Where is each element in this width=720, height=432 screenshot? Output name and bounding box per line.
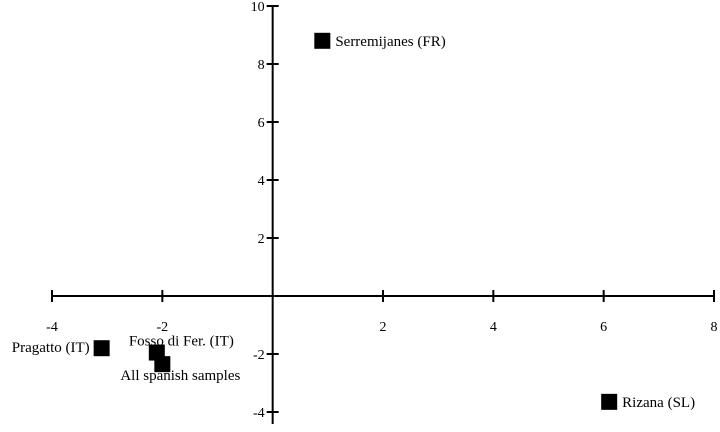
x-tick-label: 6	[600, 320, 607, 335]
data-point-label: Serremijanes (FR)	[335, 34, 445, 50]
y-tick-label: -2	[253, 348, 265, 363]
x-tick-label: -2	[156, 320, 168, 335]
y-tick-label: 10	[251, 0, 265, 15]
y-tick-label: 4	[258, 174, 265, 189]
x-tick-label: 2	[380, 320, 387, 335]
data-point-marker	[314, 32, 331, 49]
x-tick-label: 8	[711, 320, 718, 335]
ticks: -4 -2 2 4 6 8 -4 -2 2 4 6 8 10	[46, 0, 717, 421]
data-point-label: Rizana (SL)	[622, 395, 695, 411]
data-point-marker	[154, 356, 171, 373]
data-point-marker	[601, 393, 618, 410]
x-tick-label: -4	[46, 320, 58, 335]
axes	[52, 6, 714, 424]
y-tick-label: 8	[258, 58, 265, 73]
y-tick-label: 2	[258, 232, 265, 247]
y-tick-label: 6	[258, 116, 265, 131]
data-point-marker	[93, 340, 110, 357]
x-tick-label: 4	[490, 320, 497, 335]
data-point-label: All spanish samples	[120, 368, 240, 384]
y-tick-label: -4	[253, 406, 265, 421]
data-points: Serremijanes (FR) Pragatto (IT) Fosso di F…	[12, 32, 695, 411]
data-point-label: Fosso di Fer. (IT)	[129, 334, 234, 350]
data-point-label: Pragatto (IT)	[12, 340, 90, 356]
